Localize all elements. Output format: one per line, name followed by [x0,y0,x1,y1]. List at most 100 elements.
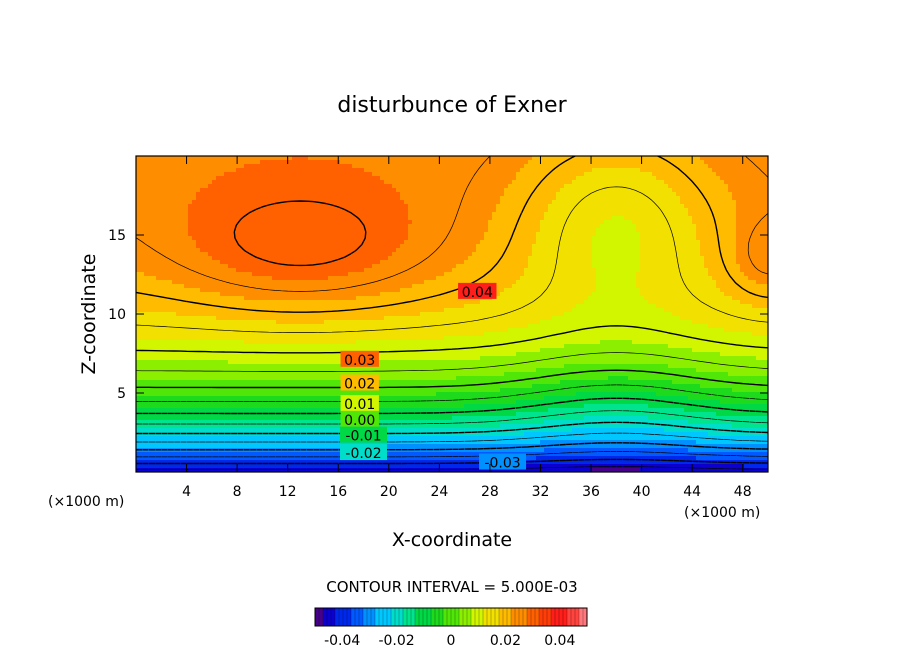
field-cell [172,208,177,213]
field-cell [308,184,313,189]
field-cell [136,172,141,177]
field-cell [584,252,589,257]
field-cell [548,208,553,213]
field-cell [652,192,657,197]
field-cell [728,224,733,229]
field-cell [628,236,633,241]
field-cell [356,212,361,217]
field-cell [224,200,229,205]
field-cell [488,232,493,237]
field-cell [716,264,721,269]
field-cell [608,264,613,269]
field-cell [532,180,537,185]
field-cell [528,192,533,197]
field-cell [460,280,465,285]
field-cell [468,280,473,285]
field-cell [664,264,669,269]
field-cell [272,200,277,205]
field-cell [300,220,305,225]
field-cell [560,224,565,229]
field-cell [688,236,693,241]
field-cell [312,224,317,229]
field-cell [140,224,145,229]
field-cell [284,228,289,233]
field-cell [708,168,713,173]
field-cell [360,276,365,281]
field-cell [200,168,205,173]
field-cell [596,196,601,201]
field-cell [168,264,173,269]
field-cell [232,276,237,281]
field-cell [332,216,337,221]
field-cell [516,204,521,209]
field-cell [368,276,373,281]
field-cell [168,200,173,205]
field-cell [588,260,593,265]
field-cell [648,244,653,249]
field-cell [224,160,229,165]
field-cell [692,228,697,233]
field-cell [500,176,505,181]
field-cell [256,260,261,265]
field-cell [384,260,389,265]
field-cell [560,192,565,197]
field-cell [468,264,473,269]
field-cell [656,160,661,165]
field-cell [368,228,373,233]
field-cell [436,164,441,169]
field-cell [356,180,361,185]
field-cell [488,220,493,225]
field-cell [564,160,569,165]
field-cell [540,168,545,173]
field-cell [372,160,377,165]
field-cell [752,260,757,265]
field-cell [168,232,173,237]
field-cell [748,176,753,181]
field-cell [356,160,361,165]
field-cell [392,220,397,225]
field-cell [292,280,297,285]
field-cell [268,272,273,277]
field-cell [632,252,637,257]
field-cell [156,168,161,173]
field-cell [388,232,393,237]
field-cell [616,264,621,269]
field-cell [648,192,653,197]
field-cell [256,280,261,285]
field-cell [476,228,481,233]
field-cell [416,168,421,173]
field-cell [428,260,433,265]
field-cell [160,184,165,189]
field-cell [160,268,165,273]
field-cell [428,156,433,161]
field-cell [740,164,745,169]
field-cell [596,164,601,169]
field-cell [168,276,173,281]
field-cell [244,280,249,285]
field-cell [216,196,221,201]
field-cell [280,232,285,237]
field-cell [268,172,273,177]
field-cell [156,164,161,169]
field-cell [536,172,541,177]
field-cell [460,168,465,173]
field-cell [356,208,361,213]
field-cell [204,156,209,161]
field-cell [616,184,621,189]
field-cell [624,184,629,189]
field-cell [212,216,217,221]
field-cell [156,224,161,229]
field-cell [184,252,189,257]
field-cell [200,256,205,261]
field-cell [640,180,645,185]
field-cell [356,260,361,265]
field-cell [508,168,513,173]
field-cell [744,236,749,241]
field-cell [516,192,521,197]
field-cell [404,188,409,193]
field-cell [176,268,181,273]
field-cell [636,172,641,177]
field-cell [492,184,497,189]
field-cell [476,204,481,209]
field-cell [340,276,345,281]
